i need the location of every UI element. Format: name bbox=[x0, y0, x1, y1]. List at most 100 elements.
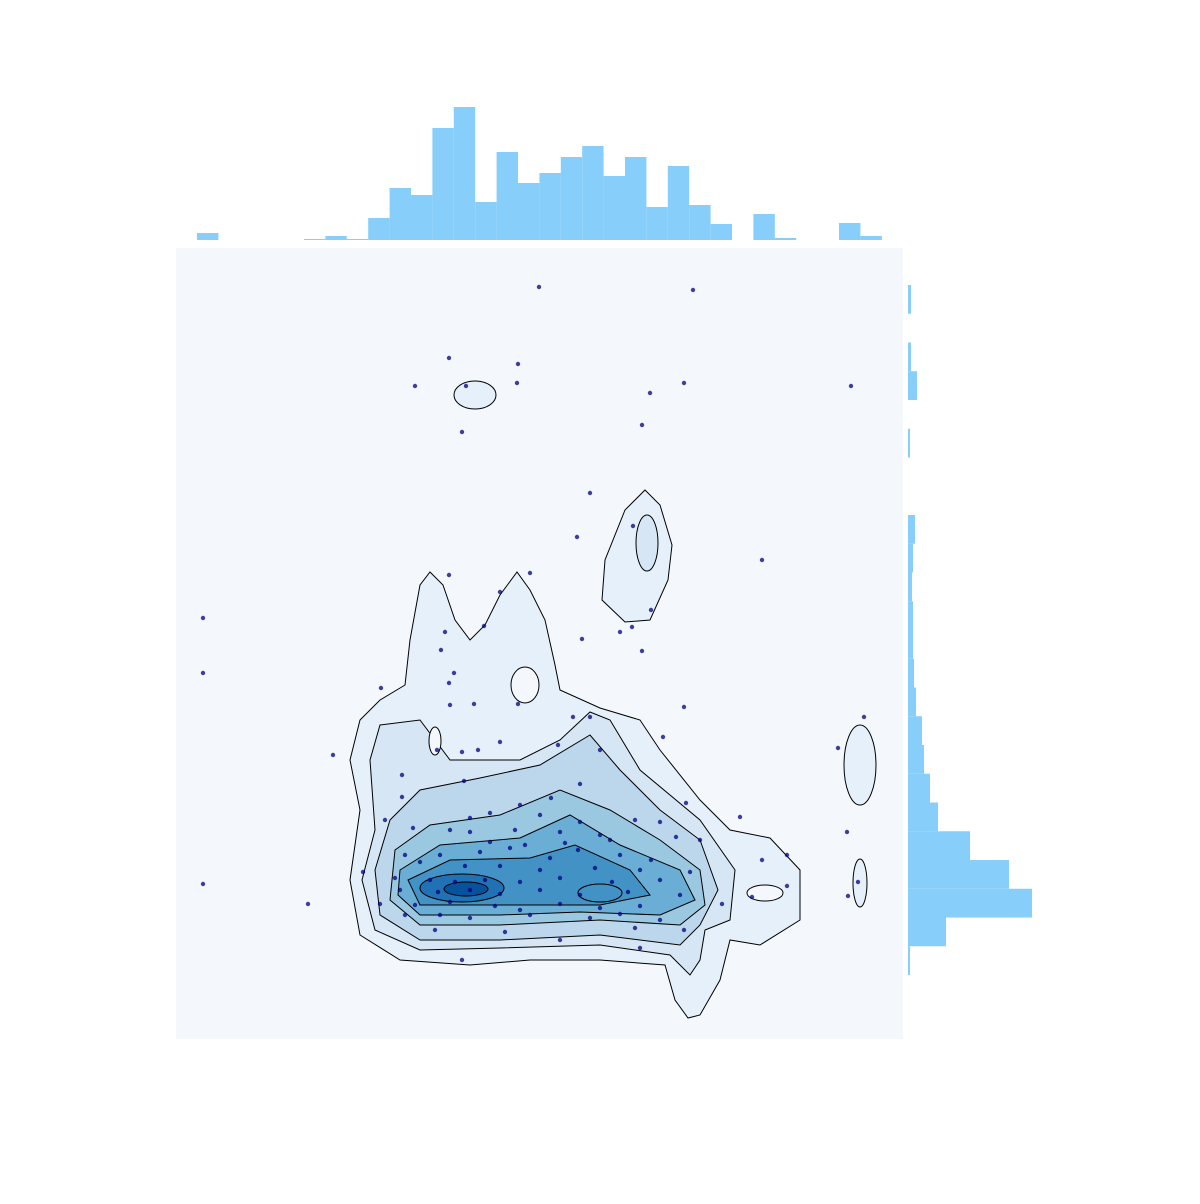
histogram-bar bbox=[582, 146, 604, 240]
histogram-bar bbox=[908, 515, 915, 544]
scatter-point bbox=[737, 814, 743, 820]
scatter-point bbox=[630, 523, 636, 529]
scatter-point bbox=[835, 745, 841, 751]
scatter-point bbox=[459, 429, 465, 435]
contour bbox=[443, 881, 489, 897]
scatter-point bbox=[592, 865, 598, 871]
histogram-bar bbox=[197, 233, 219, 240]
scatter-point bbox=[648, 607, 654, 613]
scatter-point bbox=[467, 887, 473, 893]
scatter-point bbox=[657, 819, 663, 825]
scatter-point bbox=[517, 907, 523, 913]
scatter-point bbox=[467, 829, 473, 835]
histogram-bar bbox=[368, 218, 390, 240]
scatter-point bbox=[587, 915, 593, 921]
scatter-point bbox=[557, 875, 563, 881]
scatter-point bbox=[452, 879, 458, 885]
scatter-point bbox=[759, 857, 765, 863]
histogram-bar bbox=[346, 239, 369, 240]
scatter-point bbox=[417, 859, 423, 865]
histogram-bar bbox=[908, 285, 911, 314]
scatter-point bbox=[437, 852, 443, 858]
scatter-point bbox=[399, 794, 405, 800]
scatter-point bbox=[412, 902, 418, 908]
histogram-bar bbox=[908, 428, 910, 458]
histogram-bar bbox=[908, 860, 1009, 889]
scatter-point bbox=[647, 390, 653, 396]
scatter-point bbox=[637, 867, 643, 873]
scatter-point bbox=[697, 837, 703, 843]
scatter-point bbox=[397, 887, 403, 893]
scatter-point bbox=[475, 747, 481, 753]
scatter-point bbox=[459, 957, 465, 963]
scatter-point bbox=[579, 636, 585, 642]
scatter-point bbox=[648, 857, 654, 863]
scatter-point bbox=[574, 534, 580, 540]
histogram-bar bbox=[908, 601, 913, 630]
scatter-point bbox=[683, 800, 689, 806]
contour bbox=[843, 724, 877, 806]
scatter-point bbox=[437, 912, 443, 918]
scatter-point bbox=[447, 702, 453, 708]
scatter-point bbox=[330, 752, 336, 758]
histogram-bar bbox=[908, 888, 1032, 918]
scatter-point bbox=[617, 911, 623, 917]
contour bbox=[453, 380, 497, 410]
scatter-point bbox=[784, 883, 790, 889]
scatter-point bbox=[446, 572, 452, 578]
scatter-point bbox=[410, 825, 416, 831]
scatter-point bbox=[625, 889, 631, 895]
scatter-point bbox=[377, 901, 383, 907]
scatter-point bbox=[517, 802, 523, 808]
scatter-point bbox=[514, 380, 520, 386]
scatter-point bbox=[497, 589, 503, 595]
scatter-point bbox=[632, 817, 638, 823]
scatter-point bbox=[442, 629, 448, 635]
scatter-point bbox=[536, 284, 542, 290]
scatter-point bbox=[537, 867, 543, 873]
scatter-point bbox=[412, 383, 418, 389]
histogram-bar bbox=[908, 371, 917, 400]
contour bbox=[428, 726, 442, 756]
scatter-point bbox=[845, 893, 851, 899]
contour bbox=[635, 514, 659, 572]
scatter-point bbox=[617, 629, 623, 635]
scatter-point bbox=[570, 714, 576, 720]
contour bbox=[852, 858, 868, 908]
contour bbox=[510, 666, 540, 704]
histogram-bar bbox=[908, 687, 916, 717]
scatter-point bbox=[446, 680, 452, 686]
scatter-point bbox=[629, 624, 635, 630]
scatter-point bbox=[481, 623, 487, 629]
scatter-point bbox=[637, 903, 643, 909]
scatter-point bbox=[360, 869, 366, 875]
scatter-point bbox=[461, 778, 467, 784]
scatter-point bbox=[537, 812, 543, 818]
contour bbox=[746, 884, 784, 902]
scatter-point bbox=[432, 927, 438, 933]
scatter-point bbox=[855, 879, 861, 885]
scatter-point bbox=[487, 839, 493, 845]
scatter-point bbox=[434, 747, 440, 753]
scatter-point bbox=[517, 879, 523, 885]
scatter-point bbox=[557, 829, 563, 835]
scatter-point bbox=[759, 557, 765, 563]
scatter-point bbox=[577, 819, 583, 825]
scatter-point bbox=[522, 842, 528, 848]
scatter-point bbox=[402, 852, 408, 858]
scatter-point bbox=[562, 840, 568, 846]
scatter-point bbox=[687, 869, 693, 875]
scatter-point bbox=[681, 704, 687, 710]
scatter-point bbox=[557, 901, 563, 907]
histogram-bar bbox=[908, 342, 911, 372]
histogram-bar bbox=[432, 128, 454, 240]
scatter-point bbox=[609, 879, 615, 885]
histogram-bar bbox=[453, 107, 476, 240]
scatter-point bbox=[427, 877, 433, 883]
scatter-point bbox=[515, 361, 521, 367]
scatter-point bbox=[681, 380, 687, 386]
scatter-point bbox=[462, 863, 468, 869]
scatter-point bbox=[497, 891, 503, 897]
histogram-bar bbox=[839, 223, 861, 240]
